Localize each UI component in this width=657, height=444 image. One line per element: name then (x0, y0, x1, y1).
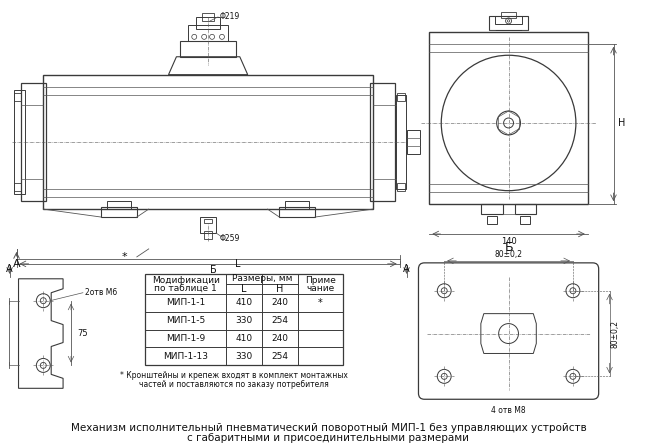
Text: 80±0,2: 80±0,2 (495, 250, 522, 259)
Bar (481, 204, 503, 214)
Text: 240: 240 (271, 298, 288, 307)
Bar (407, 130, 420, 154)
Text: 2отв М6: 2отв М6 (85, 288, 117, 297)
Bar (107, 201, 131, 209)
Bar (14, 93, 22, 100)
Text: 4 отв М8: 4 отв М8 (491, 406, 526, 415)
Text: чание: чание (306, 284, 334, 293)
Bar (14, 90, 26, 194)
Text: L: L (242, 284, 247, 294)
Bar (397, 183, 405, 191)
Bar (487, 216, 497, 224)
Text: * Кронштейны и крепеж входят в комплект монтажных: * Кронштейны и крепеж входят в комплект … (120, 371, 348, 380)
Bar (202, 13, 214, 21)
Bar (43, 75, 373, 209)
Text: *: * (318, 297, 323, 308)
Bar (279, 207, 315, 217)
Bar (495, 16, 522, 24)
Bar (14, 183, 22, 191)
Text: А: А (403, 264, 410, 274)
Bar (145, 274, 343, 365)
Bar (101, 207, 137, 217)
Text: по таблице 1: по таблице 1 (154, 284, 217, 293)
Bar (370, 83, 395, 201)
Text: H: H (618, 118, 625, 128)
Bar (520, 216, 530, 224)
Text: частей и поставляются по заказу потребителя: частей и поставляются по заказу потребит… (139, 380, 329, 389)
Bar (501, 12, 516, 18)
Bar (204, 231, 212, 239)
Text: МИП-1-1: МИП-1-1 (166, 298, 206, 307)
Text: МИП-1-13: МИП-1-13 (164, 352, 208, 361)
Text: Φ219: Φ219 (219, 12, 240, 21)
Bar (397, 93, 405, 100)
Bar (22, 83, 46, 201)
Bar (189, 25, 228, 41)
Text: МИП-1-5: МИП-1-5 (166, 316, 206, 325)
Text: 75: 75 (77, 329, 87, 337)
Text: Б: Б (505, 242, 513, 254)
Text: 330: 330 (236, 316, 253, 325)
Text: 254: 254 (271, 316, 288, 325)
Bar (200, 217, 216, 233)
Text: Модификации: Модификации (152, 276, 220, 285)
Text: *: * (121, 252, 127, 262)
Text: 330: 330 (236, 352, 253, 361)
Text: Механизм исполнительный пневматический поворотный МИП-1 без управляющих устройст: Механизм исполнительный пневматический п… (70, 423, 586, 433)
Bar (196, 17, 220, 29)
Bar (181, 41, 236, 57)
Text: Размеры, мм: Размеры, мм (232, 274, 292, 283)
Text: с габаритными и присоединительными размерами: с габаритными и присоединительными разме… (187, 433, 469, 443)
Text: А: А (12, 259, 20, 269)
Text: H: H (276, 284, 284, 294)
Bar (204, 219, 212, 223)
Bar (396, 95, 405, 189)
Text: МИП-1-9: МИП-1-9 (166, 334, 206, 343)
Text: 254: 254 (271, 352, 288, 361)
Text: L: L (235, 259, 240, 269)
Text: 80±0,2: 80±0,2 (611, 320, 620, 348)
Text: 410: 410 (236, 298, 253, 307)
Text: 240: 240 (271, 334, 288, 343)
Text: А: А (7, 264, 13, 274)
Text: Б: Б (210, 265, 216, 275)
Text: Φ259: Φ259 (219, 234, 240, 243)
Text: 140: 140 (501, 238, 516, 246)
Text: Приме: Приме (305, 276, 336, 285)
Bar (285, 201, 309, 209)
Bar (430, 32, 588, 204)
Bar (489, 16, 528, 30)
Bar (514, 204, 536, 214)
Text: 410: 410 (236, 334, 253, 343)
